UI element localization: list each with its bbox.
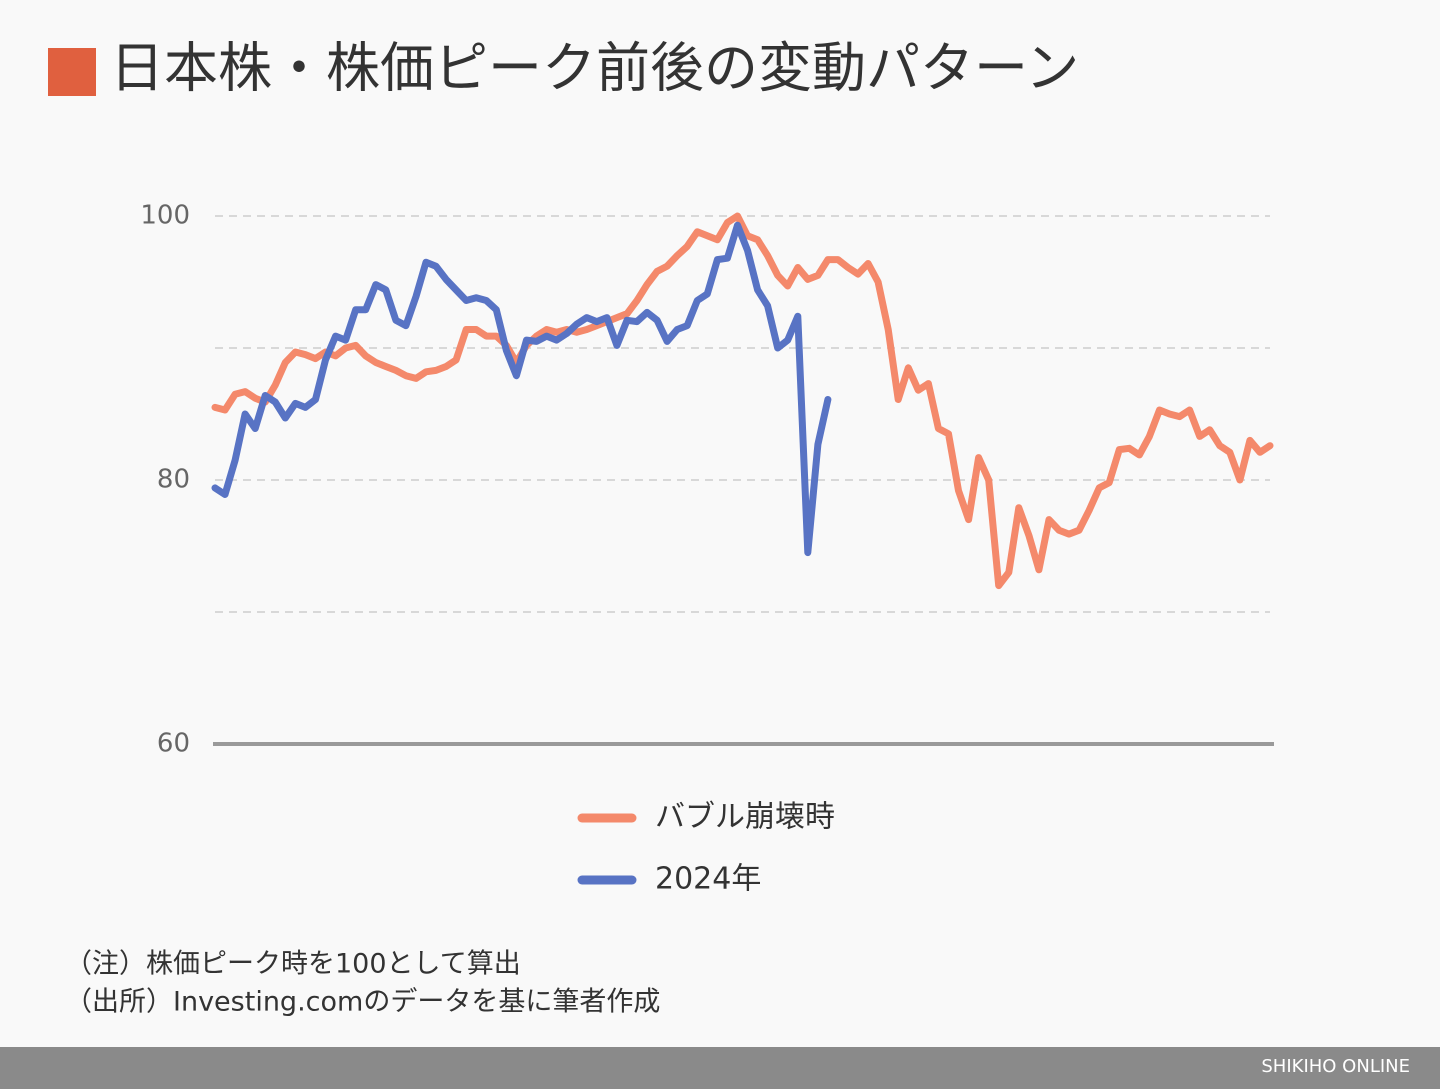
chart-title: 日本株・株価ピーク前後の変動パターン xyxy=(110,37,1079,100)
title-marker xyxy=(48,48,96,96)
legend-label: 2024年 xyxy=(655,862,761,897)
y-tick-label: 60 xyxy=(157,729,190,759)
note: （出所）Investing.comのデータを基に筆者作成 xyxy=(65,987,660,1018)
footer-brand: SHIKIHO ONLINE xyxy=(1261,1056,1410,1077)
y-tick-label: 100 xyxy=(140,201,190,231)
legend-label: バブル崩壊時 xyxy=(655,800,835,835)
note: （注）株価ピーク時を100として算出 xyxy=(65,949,521,980)
footer-bar xyxy=(0,1047,1440,1089)
y-tick-label: 80 xyxy=(157,465,190,495)
series-line xyxy=(211,212,1274,590)
series-line xyxy=(211,221,832,557)
